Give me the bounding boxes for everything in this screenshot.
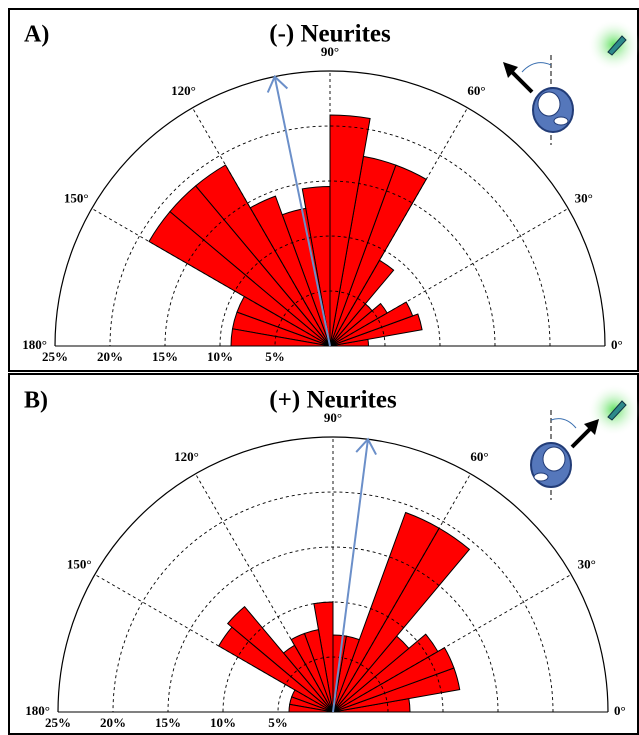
r-tick-label: 5% [268,715,288,730]
chart-title: (+) Neurites [269,387,397,414]
theta-tick-label: 180° [22,337,47,352]
theta-tick-label: 120° [171,83,196,98]
r-tick-label: 15% [152,349,178,364]
theta-tick-label: 60° [467,83,485,98]
cell-icon [531,384,639,500]
figure: 5%10%15%20%25%0°30°60°90°120°150°180°A)(… [0,0,639,735]
theta-tick-label: 180° [25,703,50,718]
r-tick-label: 15% [155,715,181,730]
theta-tick-label: 0° [611,337,623,352]
r-tick-label: 10% [207,349,233,364]
r-tick-label: 5% [265,349,285,364]
r-tick-label: 10% [210,715,236,730]
theta-tick-label: 30° [578,556,596,571]
chart-title: (-) Neurites [269,21,391,48]
theta-tick-label: 120° [174,449,199,464]
theta-tick-label: 30° [575,190,593,205]
r-tick-label: 20% [97,349,123,364]
cell-icon [503,19,639,145]
theta-tick-label: 60° [470,449,488,464]
panel-label: B) [24,388,48,414]
theta-tick-label: 0° [614,703,626,718]
panel-label: A) [24,22,49,48]
theta-tick-label: 150° [67,556,92,571]
theta-tick-label: 150° [64,190,89,205]
r-tick-label: 20% [100,715,126,730]
